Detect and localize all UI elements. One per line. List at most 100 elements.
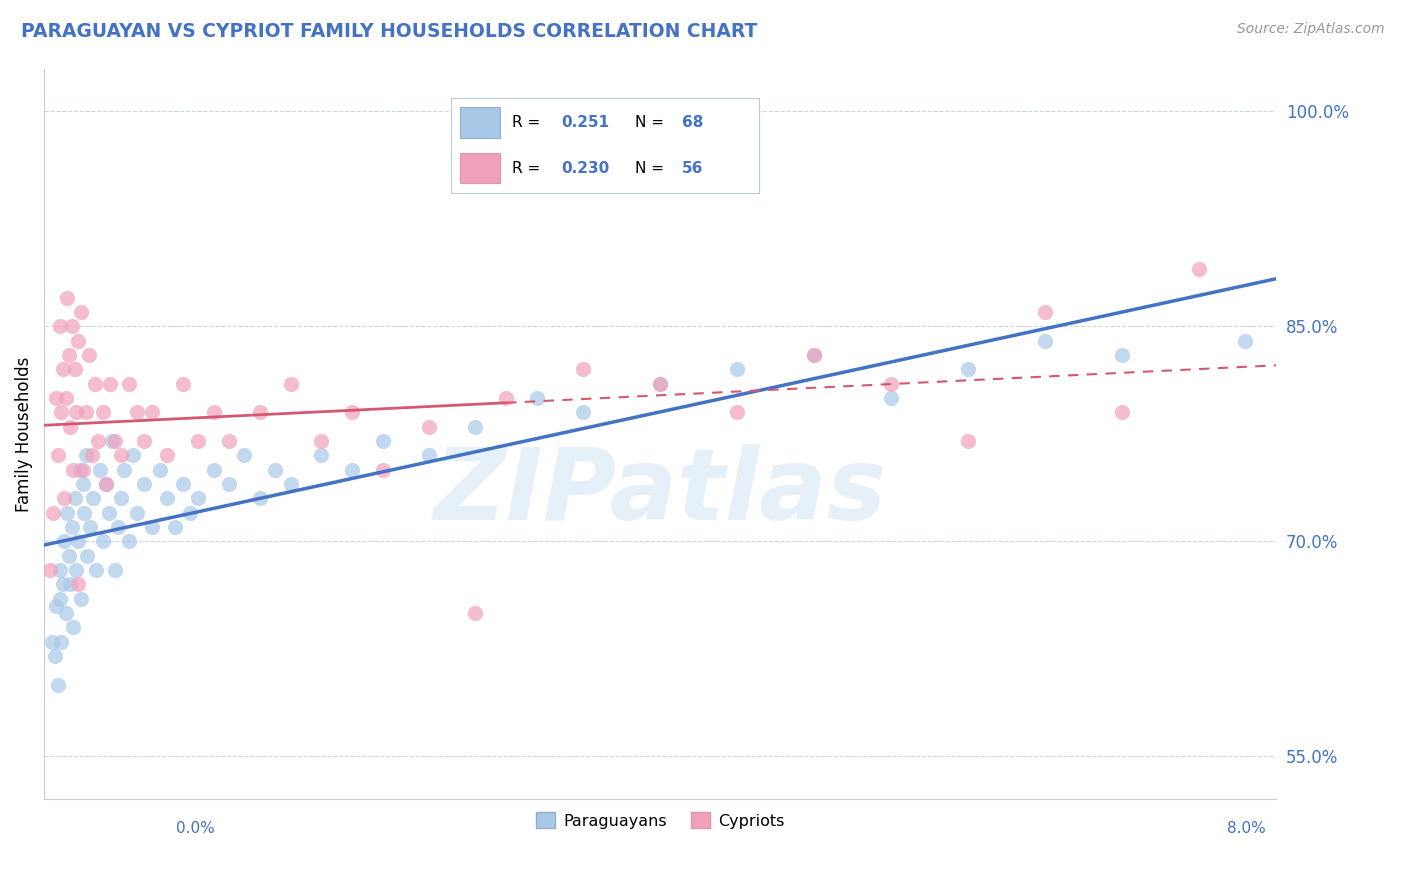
Point [233, 448, 256, 462]
Point [72, 477, 94, 491]
Point [134, 434, 156, 448]
Point [1033, 305, 1056, 319]
Point [648, 376, 671, 391]
Point [1234, 334, 1257, 348]
Point [77, 348, 100, 362]
Point [53, 491, 76, 506]
Point [187, 434, 209, 448]
Point [725, 405, 748, 419]
Point [112, 463, 135, 477]
Point [572, 362, 595, 376]
Point [70, 591, 93, 606]
Point [45, 599, 67, 613]
Point [87, 434, 110, 448]
Point [249, 491, 271, 506]
Point [49, 634, 72, 648]
Point [218, 477, 240, 491]
Point [1111, 405, 1133, 419]
Point [63, 491, 86, 506]
Point [91, 534, 114, 549]
Point [75, 448, 97, 462]
Point [58, 348, 80, 362]
Point [76, 549, 98, 563]
Point [880, 376, 903, 391]
Point [41, 634, 63, 648]
Legend: Paraguayans, Cypriots: Paraguayans, Cypriots [530, 805, 790, 835]
Point [725, 362, 748, 376]
Point [495, 391, 517, 405]
Point [42, 506, 65, 520]
Text: Source: ZipAtlas.com: Source: ZipAtlas.com [1237, 22, 1385, 37]
Point [122, 448, 145, 462]
Point [957, 362, 980, 376]
Point [98, 376, 121, 391]
Point [526, 391, 548, 405]
Point [118, 376, 141, 391]
Point [66, 577, 89, 591]
Point [56, 506, 79, 520]
Point [86, 563, 108, 577]
Point [172, 376, 194, 391]
Point [82, 491, 104, 506]
Point [957, 434, 980, 448]
Point [1188, 262, 1211, 277]
Point [202, 463, 225, 477]
Point [48, 563, 70, 577]
Point [107, 520, 129, 534]
Point [39, 563, 62, 577]
Point [97, 506, 120, 520]
Point [134, 477, 156, 491]
Point [104, 563, 127, 577]
Point [280, 477, 302, 491]
Point [65, 563, 87, 577]
Point [48, 591, 70, 606]
Point [125, 405, 148, 419]
Point [52, 577, 75, 591]
Point [59, 419, 82, 434]
Text: ZIPatlas: ZIPatlas [433, 444, 887, 541]
Point [803, 348, 825, 362]
Text: 0.0%: 0.0% [176, 821, 215, 836]
Point [464, 606, 486, 620]
Point [89, 463, 111, 477]
Point [62, 620, 84, 634]
Point [56, 291, 79, 305]
Point [572, 405, 595, 419]
Point [91, 405, 114, 419]
Point [280, 376, 302, 391]
Point [264, 463, 287, 477]
Point [187, 491, 209, 506]
Point [80, 448, 103, 462]
Point [65, 405, 87, 419]
Point [46, 448, 69, 462]
Point [45, 391, 67, 405]
Point [104, 434, 127, 448]
Point [66, 534, 89, 549]
Point [340, 463, 363, 477]
Point [340, 405, 363, 419]
Point [55, 391, 77, 405]
Point [880, 391, 903, 405]
Point [311, 448, 333, 462]
Point [75, 405, 97, 419]
Point [110, 448, 132, 462]
Point [69, 463, 91, 477]
Point [179, 506, 201, 520]
Point [464, 419, 486, 434]
Point [55, 606, 77, 620]
Point [418, 419, 440, 434]
Point [60, 319, 83, 334]
Point [149, 463, 172, 477]
Point [418, 448, 440, 462]
Point [62, 463, 84, 477]
Point [202, 405, 225, 419]
Point [59, 577, 82, 591]
Point [58, 549, 80, 563]
Point [73, 506, 96, 520]
Text: 8.0%: 8.0% [1226, 821, 1265, 836]
Point [48, 319, 70, 334]
Point [648, 376, 671, 391]
Point [53, 534, 76, 549]
Point [94, 477, 117, 491]
Point [101, 434, 124, 448]
